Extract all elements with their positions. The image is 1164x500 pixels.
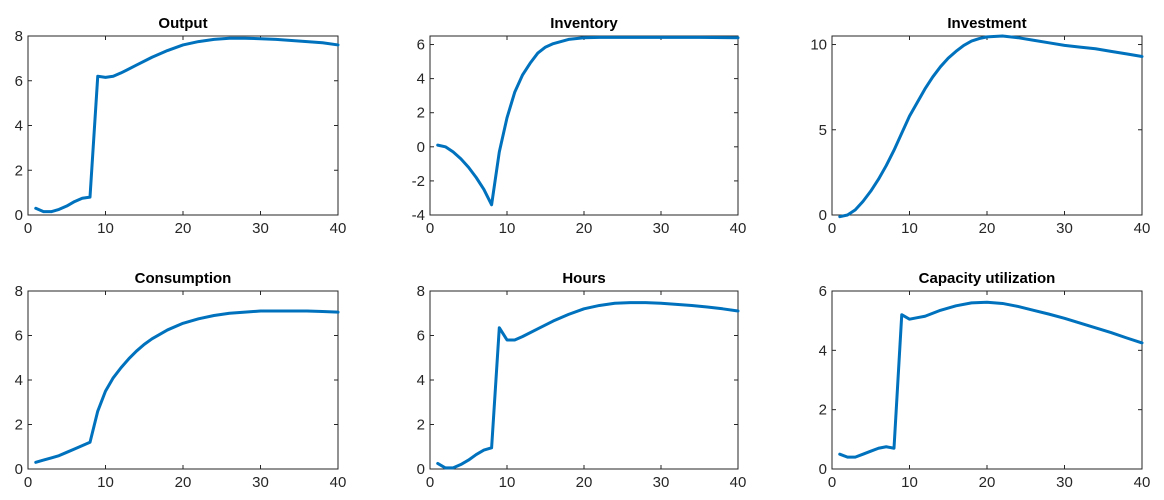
axes-box	[831, 290, 1143, 470]
x-tick-label: 0	[426, 474, 434, 491]
subplot-title: Capacity utilization	[919, 270, 1056, 287]
x-tick-label: 40	[730, 220, 747, 237]
y-tick-label: 2	[819, 402, 827, 419]
y-tick-label: 0	[417, 139, 425, 156]
y-tick-label: 0	[417, 461, 425, 478]
x-tick-label: 20	[175, 474, 192, 491]
subplot-title: Investment	[947, 15, 1026, 32]
y-tick-label: 2	[15, 162, 23, 179]
x-tick-label: 10	[499, 220, 516, 237]
y-tick-label: -2	[412, 173, 425, 190]
x-tick-label: 0	[828, 474, 836, 491]
x-tick-label: 0	[828, 220, 836, 237]
x-tick-label: 30	[252, 220, 269, 237]
x-tick-label: 10	[499, 474, 516, 491]
subplot-6: Capacity utilization 0 10 20 30 40 0 2 4 6	[819, 270, 1151, 491]
y-tick-label: 0	[15, 461, 23, 478]
axes-box	[429, 290, 739, 470]
y-tick-label: 4	[417, 372, 425, 389]
y-tick-label: 2	[417, 417, 425, 434]
y-tick-label: 0	[15, 207, 23, 224]
subplot-title: Inventory	[550, 15, 618, 32]
x-tick-label: 0	[426, 220, 434, 237]
y-tick-label: 4	[15, 118, 23, 135]
x-tick-label: 40	[330, 474, 347, 491]
subplot-title: Hours	[562, 270, 605, 287]
y-tick-label: 5	[819, 122, 827, 139]
x-tick-label: 20	[576, 220, 593, 237]
subplot-1: Output 0 10 20 30 40 0 2 4 6 8	[15, 15, 347, 237]
y-tick-label: 8	[417, 283, 425, 300]
y-tick-label: 0	[819, 461, 827, 478]
x-tick-label: 10	[901, 220, 918, 237]
axes-box	[27, 35, 339, 216]
x-tick-label: 40	[1134, 474, 1151, 491]
y-tick-label: 6	[15, 73, 23, 90]
x-tick-label: 40	[1134, 220, 1151, 237]
x-tick-label: 40	[330, 220, 347, 237]
axes-box	[831, 35, 1143, 216]
x-tick-label: 20	[979, 474, 996, 491]
x-tick-label: 30	[252, 474, 269, 491]
series-line	[34, 36, 340, 214]
axes-box	[429, 35, 739, 216]
y-tick-label: 6	[417, 37, 425, 54]
subplot-5: Hours 0 10 20 30 40 0 2 4 6 8	[417, 270, 747, 491]
x-tick-label: 20	[979, 220, 996, 237]
y-tick-label: 8	[15, 283, 23, 300]
series-line	[838, 34, 1144, 219]
y-tick-label: 4	[15, 372, 23, 389]
y-tick-label: 0	[819, 207, 827, 224]
x-tick-label: 30	[653, 474, 670, 491]
series-line	[838, 300, 1144, 459]
y-tick-label: 6	[819, 283, 827, 300]
x-tick-label: 30	[1056, 474, 1073, 491]
y-tick-label: 8	[15, 28, 23, 45]
x-tick-label: 10	[901, 474, 918, 491]
x-tick-label: 0	[24, 474, 32, 491]
x-tick-label: 40	[730, 474, 747, 491]
y-tick-label: 6	[417, 328, 425, 345]
y-tick-label: 6	[15, 328, 23, 345]
series-line	[436, 301, 740, 470]
subplot-4: Consumption 0 10 20 30 40 0 2 4 6 8	[15, 270, 347, 491]
y-tick-label: 4	[819, 342, 827, 359]
x-tick-label: 10	[97, 220, 114, 237]
subplot-3: Investment 0 10 20 30 40 0 5 10	[810, 15, 1150, 237]
axes-box	[27, 290, 339, 470]
x-tick-label: 30	[1056, 220, 1073, 237]
series-line	[34, 309, 340, 464]
y-tick-label: 10	[810, 37, 827, 54]
x-tick-label: 20	[175, 220, 192, 237]
y-tick-label: 2	[15, 417, 23, 434]
subplot-2: Inventory 0 10 20 30 40 -4 -2 0 2 4 6	[412, 15, 747, 237]
x-tick-label: 30	[653, 220, 670, 237]
x-tick-label: 10	[97, 474, 114, 491]
x-tick-label: 0	[24, 220, 32, 237]
y-tick-label: 2	[417, 105, 425, 122]
y-tick-label: 4	[417, 71, 425, 88]
subplot-title: Consumption	[135, 270, 232, 287]
series-line	[436, 35, 740, 207]
y-tick-label: -4	[412, 207, 425, 224]
x-tick-label: 20	[576, 474, 593, 491]
subplot-title: Output	[158, 15, 207, 32]
